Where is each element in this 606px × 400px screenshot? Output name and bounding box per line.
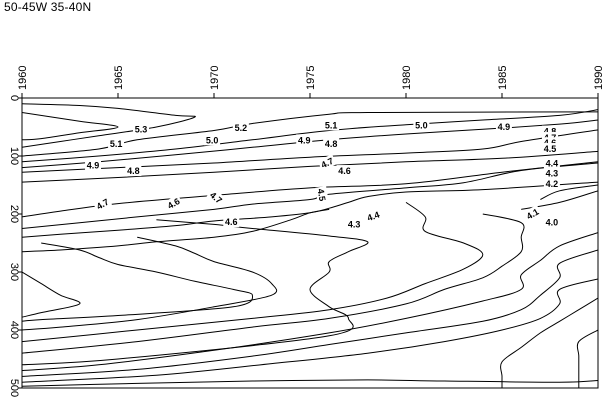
contour-lines <box>22 103 598 388</box>
contour-label-bg <box>522 204 543 223</box>
contour-labels: 5.35.25.15.04.94.84.74.64.55.15.04.94.84… <box>85 119 560 230</box>
contour-label: 4.9 <box>298 135 311 145</box>
contour-line-4-7-7 <box>22 161 598 218</box>
x-tick-label: 1975 <box>305 66 317 90</box>
contour-label-bg <box>85 159 102 171</box>
contour-label-bg <box>543 167 560 179</box>
contour-label-bg <box>296 134 313 146</box>
x-tick-label: 1970 <box>209 66 221 90</box>
contour-label: 4.4 <box>546 159 559 169</box>
contour-label: 5.3 <box>135 124 148 134</box>
contour-label-bg <box>223 216 240 228</box>
x-tick-label: 1960 <box>17 66 29 90</box>
contour-label: 4.8 <box>127 166 140 176</box>
contour-line-4-5-9 <box>521 190 598 210</box>
contour-line-4-9-10 <box>22 162 598 229</box>
contour-label: 4.2 <box>546 179 559 189</box>
y-tick-label: 300 <box>8 263 20 281</box>
contour-label-bg <box>543 177 560 189</box>
contour-label: 4.7 <box>319 156 335 170</box>
y-tick-label: 400 <box>8 321 20 339</box>
contour-label-bg <box>336 165 353 177</box>
contour-line-4-2-19 <box>22 232 598 372</box>
contour-label-bg <box>543 216 560 228</box>
contour-label-bg <box>363 207 383 224</box>
contour-label-bg <box>204 134 221 146</box>
contour-line-5-3-0 <box>22 103 196 148</box>
contour-label: 4.0 <box>546 218 559 228</box>
contour-line-4-7-16 <box>22 236 278 331</box>
contour-label-bg <box>317 154 337 171</box>
contour-label-bg <box>413 119 430 131</box>
contour-line-4-1-20 <box>22 249 598 377</box>
contour-label-bg <box>495 121 512 132</box>
contour-line-4-4-17 <box>22 201 484 343</box>
contour-label: 4.3 <box>546 168 559 178</box>
contour-label-bg <box>542 143 558 155</box>
y-tick-label: 100 <box>8 147 20 165</box>
contour-label-bg <box>133 123 150 135</box>
contour-label-bg <box>346 218 363 230</box>
contour-label: 4.5 <box>544 144 557 154</box>
contour-label: 5.0 <box>415 120 428 130</box>
contour-line-4-8-14 <box>22 271 81 318</box>
contour-label: 4.9 <box>87 160 100 170</box>
contour-label-bg <box>542 137 558 149</box>
contour-label: 5.1 <box>325 120 338 130</box>
contour-label: 5.2 <box>235 123 248 133</box>
contour-label-bg <box>125 165 142 177</box>
contour-line-4-9-5 <box>22 129 598 173</box>
contour-line-5-1-3 <box>22 109 598 163</box>
contour-line-4-3-18 <box>22 213 525 354</box>
contour-line-3-9-22 <box>500 297 598 388</box>
contour-line-4-8-6 <box>22 150 598 183</box>
x-tick-label: 1965 <box>113 66 125 90</box>
contour-label: 5.0 <box>206 135 219 145</box>
y-tick-label: 0 <box>8 95 20 101</box>
contour-line-4-0-21 <box>22 278 598 383</box>
contour-line-4-6-13 <box>22 242 254 322</box>
contour-line-4-6-24 <box>22 379 598 387</box>
contour-label: 4.9 <box>498 122 511 132</box>
contour-line-3-8-23 <box>576 329 598 388</box>
contour-label-bg <box>163 194 184 212</box>
contour-label: 4.5 <box>316 188 328 202</box>
y-tick-label: 500 <box>8 379 20 397</box>
contour-label-bg <box>323 119 340 131</box>
contour-label-bg <box>323 137 340 149</box>
contour-label: 4.6 <box>225 217 238 227</box>
x-tick-label: 1980 <box>401 66 413 90</box>
contour-label: 4.8 <box>325 139 338 149</box>
chart-title: 50-45W 35-40N <box>4 0 92 14</box>
x-tick-label: 1990 <box>593 66 605 90</box>
contour-line-4-6-8 <box>540 184 598 200</box>
contour-label: 5.1 <box>110 139 123 149</box>
contour-line-5-3-1 <box>22 112 119 141</box>
contour-label: 4.4 <box>366 209 381 223</box>
contour-label-bg <box>92 194 113 213</box>
contour-line-4-5-15 <box>22 219 369 366</box>
contour-label-bg <box>543 157 560 169</box>
contour-label-bg <box>542 125 558 137</box>
x-tick-label: 1985 <box>497 66 509 90</box>
contour-label-bg <box>108 137 125 149</box>
y-tick-label: 200 <box>8 205 20 223</box>
contour-label-bg <box>232 122 249 134</box>
contour-label: 4.8 <box>544 127 557 137</box>
contour-line-4-8-11 <box>22 181 598 238</box>
contour-label-bg <box>315 185 329 204</box>
contour-label-bg <box>206 188 226 207</box>
axes: 1960 1965 1970 1975 1980 1985 1990 0 100 200 300 40… <box>8 66 605 398</box>
contour-label: 4.3 <box>348 219 361 229</box>
contour-label: 4.6 <box>338 166 351 176</box>
